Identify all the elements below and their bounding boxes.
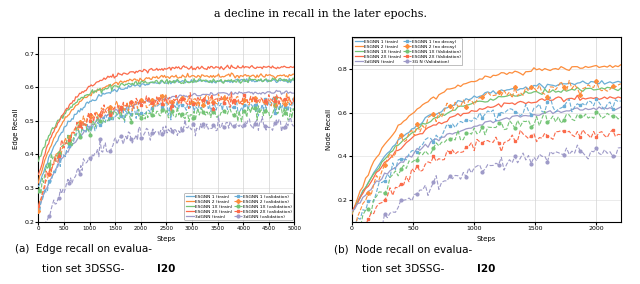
Legend: ESGNN 1 (train), ESGNN 2 (train), ESGNN 1X (train), ESGNN 2X (train), 3dGNN (tra: ESGNN 1 (train), ESGNN 2 (train), ESGNN … [353,38,462,66]
Text: tion set 3DSSG-: tion set 3DSSG- [42,264,124,274]
Text: I20: I20 [157,264,175,274]
Legend: ESGNN 1 (train), ESGNN 2 (train), ESGNN 1X (train), ESGNN 2X (train), 3dGNN (tra: ESGNN 1 (train), ESGNN 2 (train), ESGNN … [184,193,293,220]
Text: I20: I20 [477,264,495,274]
Text: tion set 3DSSG-: tion set 3DSSG- [362,264,444,274]
Y-axis label: Edge Recall: Edge Recall [13,109,19,149]
Text: a decline in recall in the later epochs.: a decline in recall in the later epochs. [214,9,426,18]
Text: (b)  Node recall on evalua-: (b) Node recall on evalua- [334,244,472,254]
Text: (a)  Edge recall on evalua-: (a) Edge recall on evalua- [15,244,152,254]
X-axis label: Steps: Steps [477,236,496,242]
X-axis label: Steps: Steps [157,236,176,242]
Y-axis label: Node Recall: Node Recall [326,109,332,150]
